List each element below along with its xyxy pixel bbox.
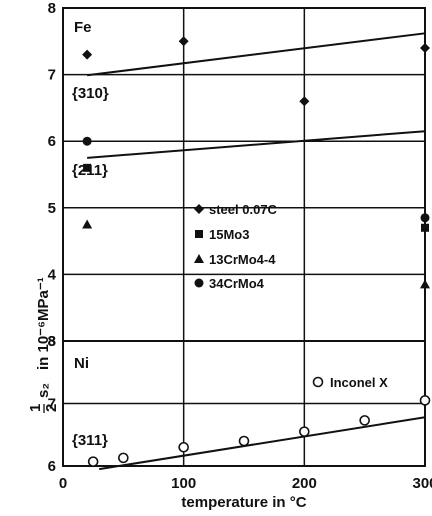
legend-label-inconel: Inconel X (330, 375, 388, 390)
legend-label-13crmo4: 13CrMo4-4 (209, 252, 276, 267)
legend-item-15mo3: 15Mo3 (195, 227, 249, 242)
fe-plane-label-211: {211} (72, 162, 108, 179)
fe-data-points (82, 36, 430, 289)
fe-y-tick-label: 4 (48, 266, 57, 283)
data-point-open-circle (178, 441, 189, 453)
fe-legend: steel 0.07C 15Mo3 13CrMo4-4 34CrMo4 (194, 202, 278, 291)
fe-y-tick-labels: 3 4 5 6 7 8 (48, 0, 57, 350)
legend-open-circle-marker (312, 376, 324, 388)
legend-diamond-marker (194, 204, 204, 214)
ni-fit-line (99, 416, 426, 471)
data-point-triangle (420, 279, 430, 289)
data-point-open-circle (299, 426, 310, 437)
legend-item-steel: steel 0.07C (194, 202, 278, 217)
fe-y-tick-label: 5 (48, 200, 56, 217)
ni-panel: 6 7 8 0 100 200 300 Ni {311} Inconel X (48, 333, 432, 492)
x-tick-label: 300 (412, 475, 432, 492)
data-point-open-circle (118, 452, 129, 464)
data-point-open-circle (238, 435, 250, 447)
ni-y-tick-labels: 6 7 8 (48, 333, 56, 475)
ni-panel-label: Ni (74, 355, 89, 372)
fe-fit-line (87, 130, 426, 159)
legend-item-13crmo4: 13CrMo4-4 (194, 252, 276, 267)
data-point-open-circle (87, 456, 99, 467)
legend-label-steel: steel 0.07C (209, 202, 278, 217)
legend-label-15mo3: 15Mo3 (209, 227, 249, 242)
y-axis-fraction-denominator: 2 (43, 404, 60, 412)
data-point-diamond (178, 36, 189, 47)
legend-item-34crmo4: 34CrMo4 (194, 276, 265, 291)
data-point-circle (82, 136, 92, 146)
y-axis-label: 1 2 s₂ in 10⁻⁶MPa⁻¹ (27, 277, 60, 413)
ni-data-points (87, 395, 431, 467)
fe-panel-label: Fe (74, 19, 92, 36)
legend-triangle-marker (194, 254, 204, 263)
data-point-open-circle (359, 415, 370, 426)
x-tick-label: 200 (292, 475, 317, 492)
x-axis-label: temperature in °C (181, 494, 306, 511)
x-tick-labels: 0 100 200 300 (59, 475, 432, 492)
data-point-square (421, 223, 429, 232)
data-point-diamond (420, 42, 430, 53)
ni-plane-label-311: {311} (72, 432, 108, 449)
data-point-triangle (82, 219, 93, 229)
fe-grid (63, 8, 425, 341)
data-point-open-circle (419, 395, 431, 406)
fe-y-tick-label: 6 (48, 133, 56, 150)
ni-y-tick-label: 7 (48, 396, 56, 413)
fe-fit-line (87, 32, 426, 77)
data-point-diamond (299, 96, 310, 107)
y-axis-unit: in 10⁻⁶MPa⁻¹ (35, 277, 52, 370)
fe-plot-frame (62, 7, 426, 342)
fe-y-tick-label: 8 (48, 0, 56, 17)
legend-circle-marker (194, 278, 204, 288)
data-point-diamond (82, 49, 93, 60)
legend-square-marker (195, 230, 203, 238)
ni-legend: Inconel X (312, 375, 388, 390)
fe-y-tick-label: 3 (48, 333, 56, 350)
fe-panel: 3 4 5 6 7 8 Fe {310} {211} steel 0.07C 15Mo3 … (48, 0, 430, 350)
legend-label-34crmo4: 34CrMo4 (209, 276, 265, 291)
data-point-square (83, 163, 92, 172)
ni-y-tick-label: 8 (48, 333, 56, 350)
fe-plane-label-310: {310} (72, 85, 109, 102)
fe-fit-lines (87, 32, 426, 159)
y-axis-symbol: s₂ (35, 383, 52, 398)
ni-y-tick-label: 6 (48, 458, 56, 475)
ni-fit-lines (99, 416, 426, 471)
data-point-circle (420, 213, 430, 223)
y-axis-fraction-numerator: 1 (27, 404, 44, 412)
fe-y-tick-label: 7 (48, 67, 56, 84)
x-tick-label: 0 (59, 475, 67, 492)
ni-grid (63, 341, 425, 466)
x-tick-label: 100 (171, 475, 196, 492)
